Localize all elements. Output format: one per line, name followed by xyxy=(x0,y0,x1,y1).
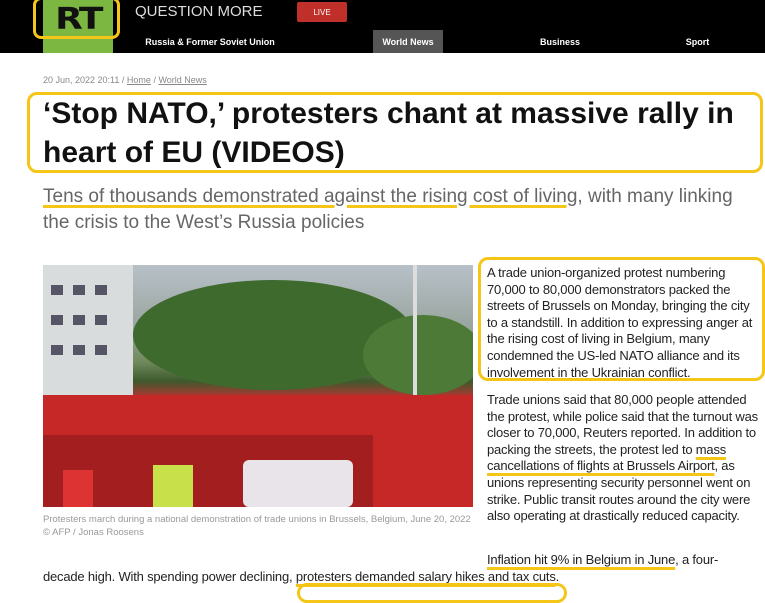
live-button[interactable]: LIVE xyxy=(297,2,347,22)
article-photo xyxy=(43,265,473,507)
subtitle-highlight: Tens of thousands demonstrated against t… xyxy=(43,186,578,207)
p3-text-b: decade high. With spending power declini… xyxy=(43,569,296,584)
logo-highlight xyxy=(33,0,120,39)
p3-highlight: Inflation hit 9% in Belgium in June xyxy=(487,552,676,567)
paragraph-highlight-box xyxy=(478,257,765,381)
nav-world-news[interactable]: World News xyxy=(373,30,443,53)
site-header: RT QUESTION MORE LIVE Russia & Former So… xyxy=(0,0,765,53)
protest-crowd-image xyxy=(43,265,473,507)
title-highlight-box xyxy=(27,92,763,173)
paragraph-3: Inflation hit 9% in Belgium in June, a f… xyxy=(487,552,762,569)
subtitle-rest: , with many linking the crisis to the We… xyxy=(43,186,733,233)
p3-text-c: . xyxy=(555,569,560,584)
photo-caption: Protesters march during a national demon… xyxy=(43,514,471,538)
bottom-highlight-box xyxy=(297,583,567,603)
paragraph-3-continued: decade high. With spending power declini… xyxy=(43,569,559,584)
rt-logo[interactable]: RT xyxy=(43,0,113,53)
logo-text: RT xyxy=(55,2,103,37)
crumb-home[interactable]: Home xyxy=(126,75,151,85)
paragraph-1: A trade union-organized protest numberin… xyxy=(487,265,753,380)
nav-russia[interactable]: Russia & Former Soviet Union xyxy=(145,36,275,47)
tagline: QUESTION MORE xyxy=(135,3,263,20)
crumb-section[interactable]: World News xyxy=(158,75,207,85)
p3-highlight-2: protesters demanded salary hikes and tax… xyxy=(295,569,556,584)
page-title: ‘Stop NATO,’ protesters chant at massive… xyxy=(43,97,734,169)
p2-text-rest: , as unions representing security person… xyxy=(487,458,751,524)
p3-text: , a four- xyxy=(675,552,719,567)
sep: / xyxy=(119,75,127,85)
subtitle: Tens of thousands demonstrated against t… xyxy=(43,184,763,236)
nav-business[interactable]: Business xyxy=(539,36,581,47)
p2-text: Trade unions said that 80,000 people att… xyxy=(487,392,758,457)
nav-sport[interactable]: Sport xyxy=(685,36,710,47)
sep: / xyxy=(150,75,159,85)
date: 20 Jun, 2022 20:11 xyxy=(43,75,120,85)
paragraph-2: Trade unions said that 80,000 people att… xyxy=(487,392,762,525)
p2-highlight: mass cancellations of flights at Brussel… xyxy=(487,441,727,474)
breadcrumb: 20 Jun, 2022 20:11 / Home / World News xyxy=(43,75,207,85)
